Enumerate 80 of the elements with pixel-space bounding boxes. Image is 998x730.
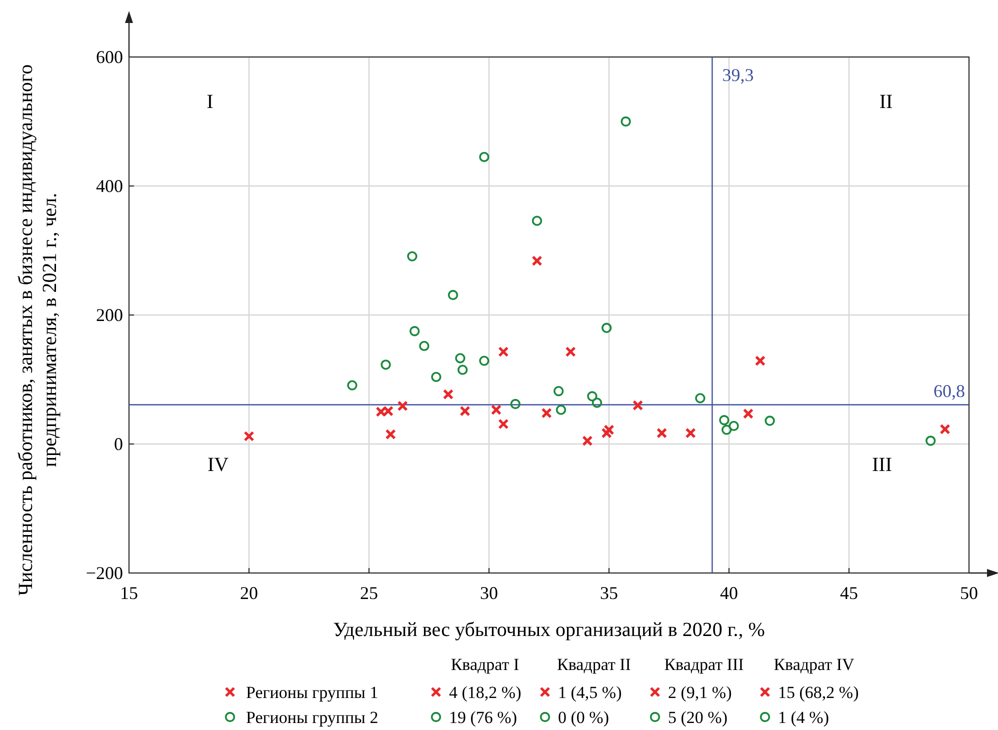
- x-tick-label: 40: [720, 583, 738, 603]
- point: [479, 152, 490, 162]
- x-axis-title: Удельный вес убыточных организаций в 2020 г., %: [333, 619, 765, 641]
- point: [541, 408, 552, 418]
- point: [926, 436, 936, 446]
- point: [510, 398, 520, 410]
- point: [685, 428, 696, 438]
- y-axis-title: Численность работников, занятых в бизнесе индивидуального предпринимателя, в 2021 г., чел.: [15, 64, 61, 596]
- text: 15 (68,2 %): [778, 683, 859, 702]
- point: [656, 428, 668, 438]
- point: [458, 364, 468, 375]
- point: [742, 408, 754, 419]
- annotation: II: [879, 91, 893, 113]
- text: 1 (4 %): [778, 708, 829, 727]
- point: [754, 355, 766, 366]
- point: [460, 406, 470, 416]
- point: [582, 435, 593, 446]
- point: [940, 424, 950, 434]
- point: [380, 360, 391, 370]
- annotation: IV: [207, 454, 230, 476]
- y-tick-label: 600: [96, 47, 123, 67]
- point: [347, 380, 358, 390]
- point: [764, 416, 775, 426]
- x-tick-label: 20: [240, 583, 258, 603]
- point: [695, 393, 706, 404]
- point: [554, 386, 564, 396]
- point: [728, 420, 739, 432]
- point: [498, 418, 509, 430]
- point: [419, 340, 430, 352]
- point: [592, 398, 602, 408]
- x-tick-label: 30: [480, 583, 498, 603]
- point: [556, 404, 566, 415]
- point: [397, 400, 408, 412]
- point: [442, 389, 454, 400]
- point: [632, 400, 644, 411]
- point: [587, 391, 598, 402]
- point: [532, 216, 542, 226]
- point: [490, 404, 502, 416]
- point: [448, 290, 458, 300]
- y-tick-label: 400: [96, 176, 123, 196]
- annotation: III: [872, 454, 892, 476]
- text: Квадрат II: [557, 655, 632, 674]
- point: [244, 430, 254, 442]
- x-tick-label: 45: [840, 583, 858, 603]
- x-tick-label: 50: [960, 583, 978, 603]
- point: [498, 346, 509, 358]
- y-tick-label: 200: [96, 305, 123, 325]
- point: [719, 415, 730, 426]
- text: Квадрат IV: [774, 655, 855, 674]
- text: 0 (0 %): [558, 708, 609, 727]
- x-tick-label: 35: [600, 583, 618, 603]
- text: Квадрат III: [664, 655, 744, 674]
- annotation: I: [206, 91, 214, 113]
- text: 5 (20 %): [668, 708, 728, 727]
- y-tick-label: −200: [86, 563, 123, 583]
- legend-label: Регионы группы 1: [246, 683, 378, 702]
- text: 2 (9,1 %): [668, 683, 732, 702]
- text: 1 (4,5 %): [558, 683, 622, 702]
- point: [604, 424, 614, 436]
- legend-label: Регионы группы 2: [246, 708, 378, 727]
- point: [601, 428, 612, 438]
- point: [620, 116, 631, 127]
- point: [431, 372, 442, 382]
- x-tick-label: 15: [120, 583, 138, 603]
- point: [602, 322, 612, 333]
- point: [722, 424, 732, 435]
- text: 19 (76 %): [449, 708, 517, 727]
- text: 4 (18,2 %): [449, 683, 522, 702]
- point: [385, 429, 396, 440]
- ref-line-label: 39,3: [722, 65, 754, 85]
- point: [532, 256, 542, 266]
- point: [407, 251, 418, 262]
- ref-line-label: 60,8: [934, 380, 965, 401]
- point: [455, 353, 466, 364]
- x-tick-label: 25: [360, 583, 378, 603]
- text: Квадрат I: [450, 655, 520, 674]
- y-tick-label: 0: [114, 434, 123, 454]
- point: [479, 356, 490, 366]
- point: [565, 346, 576, 358]
- point: [410, 326, 420, 336]
